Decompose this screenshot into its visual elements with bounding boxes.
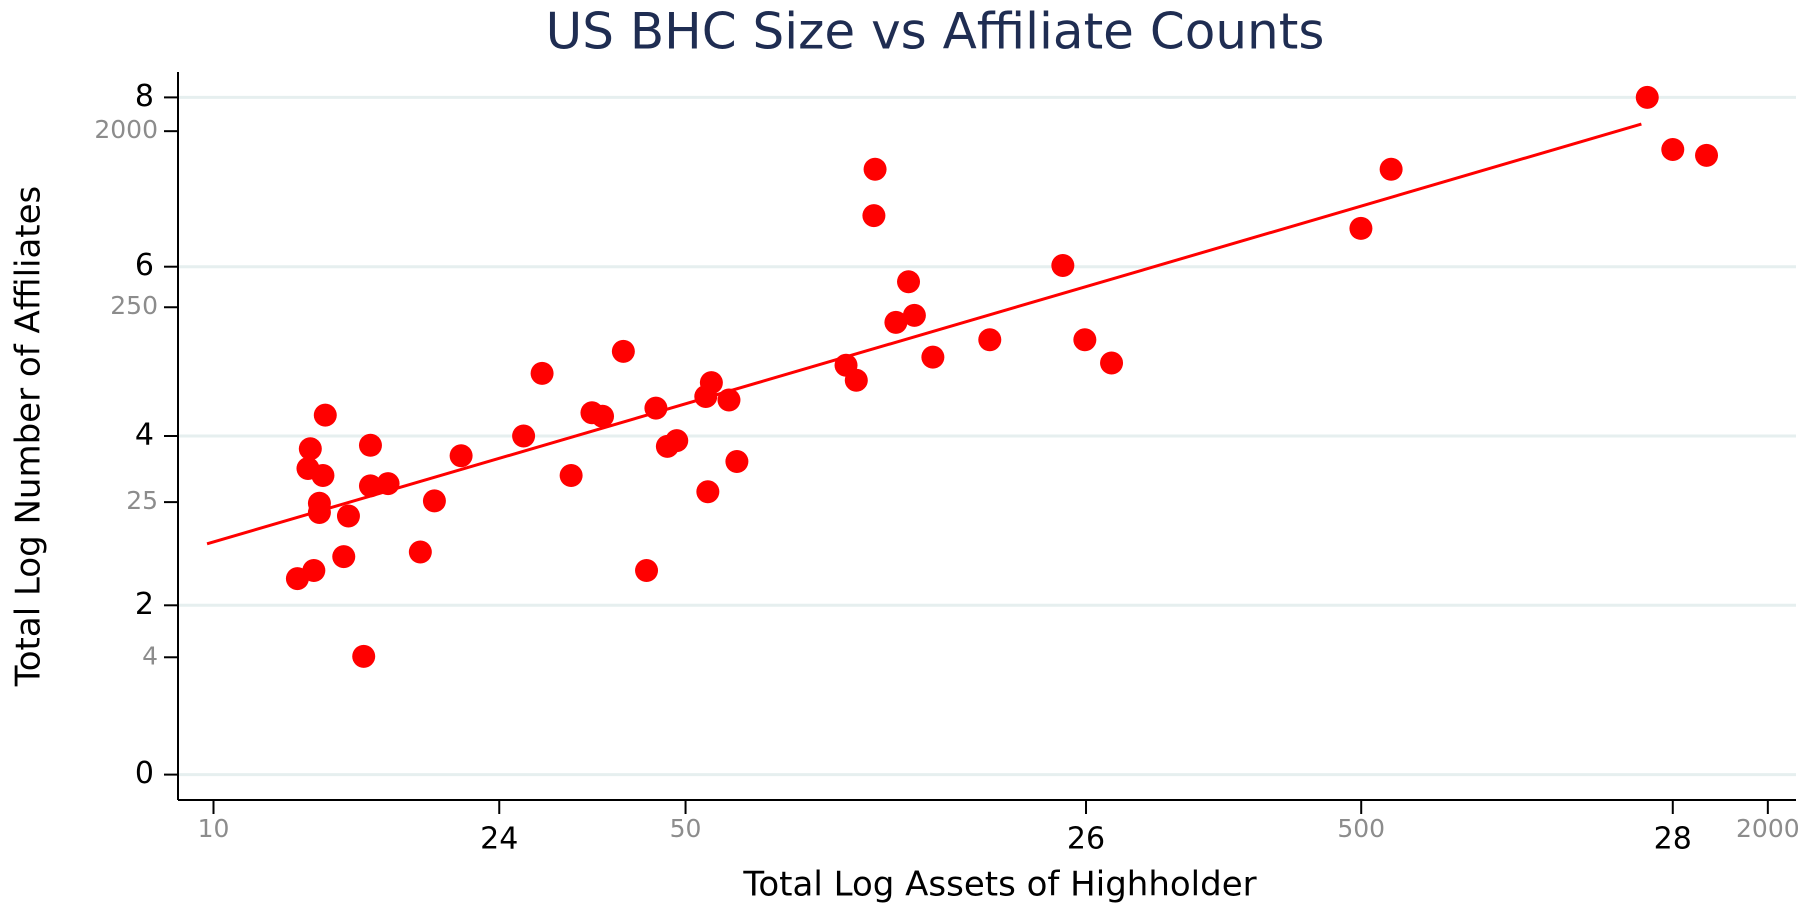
scatter-point <box>862 204 886 228</box>
scatter-point <box>376 472 400 496</box>
x-tick-label: 28 <box>1654 822 1692 857</box>
y-log-tick-label: 250 <box>110 291 158 320</box>
scatter-point <box>1349 216 1373 240</box>
x-log-tick-label: 2000 <box>1736 814 1800 843</box>
scatter-point <box>1635 85 1659 109</box>
scatter-point <box>449 444 473 468</box>
scatter-point <box>863 157 887 181</box>
scatter-point <box>311 463 335 487</box>
scatter-point <box>530 361 554 385</box>
scatter-point <box>635 559 659 583</box>
scatter-point <box>512 424 536 448</box>
scatter-point <box>884 310 908 334</box>
scatter-point <box>352 644 376 668</box>
y-log-tick-label: 4 <box>142 641 158 670</box>
scatter-point <box>408 540 432 564</box>
scatter-point <box>1661 138 1685 162</box>
y-tick-label: 2 <box>135 587 154 622</box>
scatter-point <box>1100 351 1124 375</box>
x-axis-label: Total Log Assets of Highholder <box>742 865 1256 903</box>
scatter-point <box>665 429 689 453</box>
scatter-point <box>696 480 720 504</box>
scatter-point <box>298 437 322 461</box>
scatter-point <box>358 433 382 457</box>
x-tick-label: 24 <box>480 822 518 857</box>
scatter-point <box>307 501 331 525</box>
scatter-point <box>844 368 868 392</box>
y-axis-label: Total Log Number of Affiliates <box>9 186 49 688</box>
fit-line <box>206 122 1642 546</box>
y-tick-label: 6 <box>135 248 154 283</box>
scatter-point <box>591 404 615 428</box>
scatter-point <box>725 449 749 473</box>
scatter-point <box>1073 328 1097 352</box>
chart-title: US BHC Size vs Affiliate Counts <box>546 3 1325 61</box>
y-tick-label: 4 <box>135 418 154 453</box>
scatter-point <box>921 345 945 369</box>
scatter-point <box>422 489 446 513</box>
x-tick-label: 26 <box>1067 822 1105 857</box>
scatter-point <box>1051 254 1075 278</box>
scatter-point <box>559 463 583 487</box>
y-log-tick-label: 2000 <box>94 115 158 144</box>
scatter-point <box>302 559 326 583</box>
scatter-point <box>717 388 741 412</box>
scatter-point <box>897 270 921 294</box>
x-log-tick-label: 10 <box>198 814 230 843</box>
y-tick-label: 0 <box>135 756 154 791</box>
scatter-point <box>1379 157 1403 181</box>
scatter-point <box>644 396 668 420</box>
scatter-point <box>358 474 382 498</box>
scatter-point <box>699 371 723 395</box>
scatter-point <box>902 303 926 327</box>
y-log-tick-label: 25 <box>126 486 158 515</box>
scatter-point <box>313 403 337 427</box>
scatter-point <box>332 545 356 569</box>
scatter-point <box>336 504 360 528</box>
scatter-point <box>978 328 1002 352</box>
y-tick-label: 8 <box>135 79 154 114</box>
scatter-point <box>611 339 635 363</box>
x-log-tick-label: 50 <box>670 814 702 843</box>
scatter-point <box>1695 143 1719 167</box>
x-log-tick-label: 500 <box>1337 814 1385 843</box>
